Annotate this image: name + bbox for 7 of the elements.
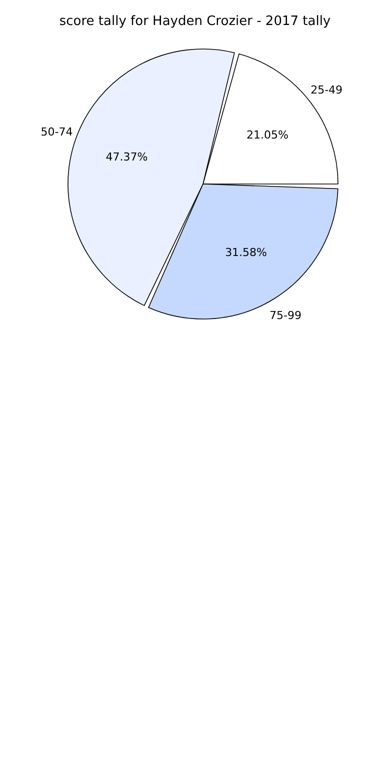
data-label: 21.05% xyxy=(246,128,288,142)
chart-title: score tally for Hayden Crozier - 2017 tally xyxy=(58,14,332,29)
data-label: 31.58% xyxy=(225,246,268,260)
slice-label: 25-49 xyxy=(310,84,343,97)
slice-label: 75-99 xyxy=(270,309,302,322)
slice-label: 50-74 xyxy=(40,125,73,138)
data-label: 47.37% xyxy=(106,150,148,164)
